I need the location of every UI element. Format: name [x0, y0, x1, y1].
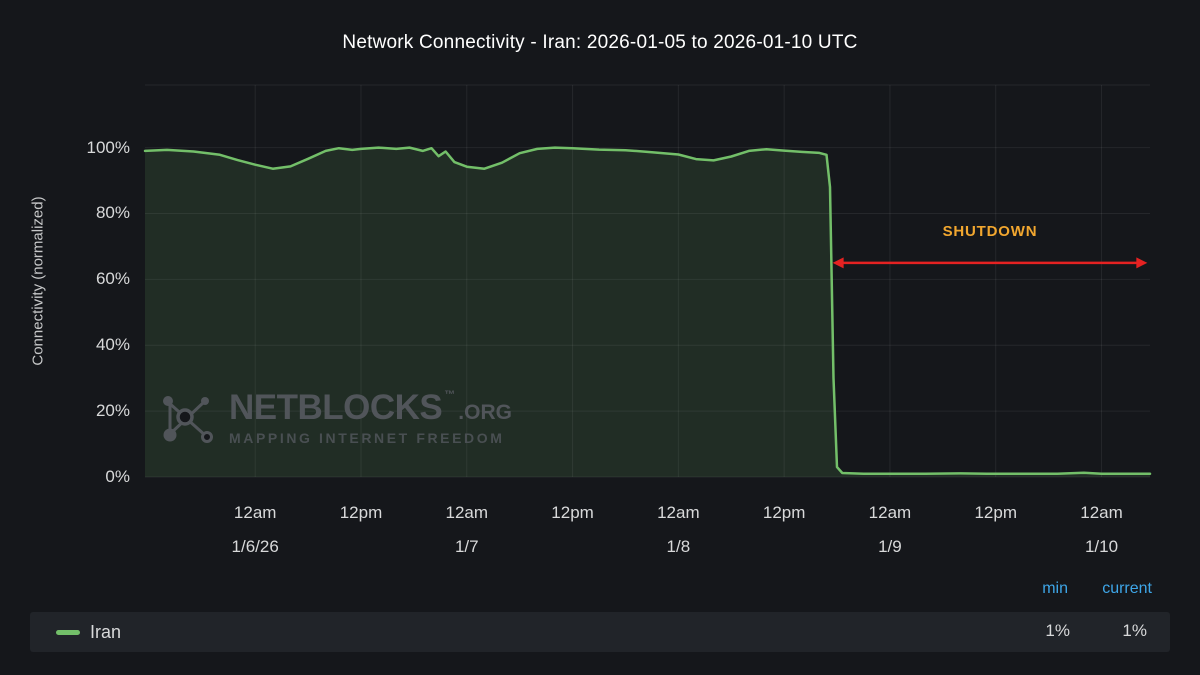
x-axis-tick-label: 12am [445, 503, 489, 522]
x-axis-tick-label: 12pm [339, 503, 383, 522]
x-axis-tick-label: 12pm [762, 503, 806, 522]
y-axis-tick-label: 0% [105, 467, 130, 486]
y-axis-tick-label: 100% [86, 137, 130, 157]
legend-header-current: current [1102, 580, 1152, 597]
watermark-trademark: ™ [444, 389, 456, 401]
legend-header-min: min [1042, 580, 1068, 597]
y-axis-tick-label: 60% [95, 269, 130, 289]
series-current-value: 1% [1122, 621, 1147, 640]
x-axis-date-label: 1/9 [878, 537, 902, 556]
chart-title: Network Connectivity - Iran: 2026-01-05 … [342, 32, 858, 53]
netblocks-logo-icon [163, 396, 213, 443]
x-axis-tick-label: 12am [1080, 503, 1123, 522]
x-axis-date-label: 1/8 [666, 537, 691, 556]
watermark-tagline: MAPPING INTERNET FREEDOM [229, 430, 505, 446]
series-name[interactable]: Iran [90, 621, 122, 642]
watermark-brand: NETBLOCKS [229, 388, 443, 427]
y-axis-tick-label: 40% [95, 335, 130, 355]
watermark-tld: .ORG [458, 401, 512, 424]
legend-row[interactable]: Iran [30, 612, 1170, 652]
x-axis-date-label: 1/10 [1084, 537, 1119, 556]
y-axis-tick-label: 20% [95, 401, 130, 421]
x-axis-tick-label: 12am [233, 503, 277, 522]
y-axis-tick-label: 80% [95, 203, 130, 223]
series-min-value: 1% [1045, 621, 1070, 640]
series-color-swatch [56, 629, 80, 635]
x-axis-tick-label: 12pm [974, 503, 1017, 522]
x-axis-date-label: 1/6/26 [231, 537, 279, 556]
watermark-text: NETBLOCKS ™ .ORG MAPPING INTERNET FREEDO… [229, 388, 512, 447]
netblocks-watermark: NETBLOCKS ™ .ORG MAPPING INTERNET FREEDO… [158, 390, 512, 452]
x-axis-date-label: 1/7 [454, 537, 479, 556]
x-axis-tick-label: 12am [657, 503, 700, 522]
x-axis-tick-label: 12pm [551, 503, 594, 522]
x-axis-tick-label: 12am [868, 503, 912, 522]
shutdown-annotation-label: SHUTDOWN [942, 222, 1038, 240]
